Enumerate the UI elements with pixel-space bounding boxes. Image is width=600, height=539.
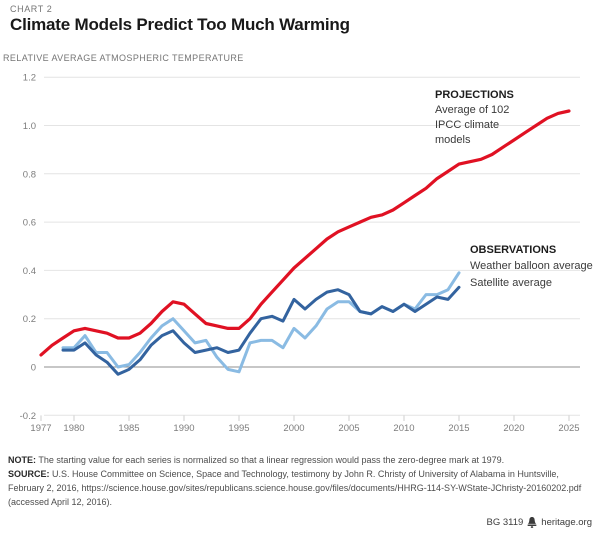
x-tick-label: 2010 [393,423,414,434]
y-tick-label: 0.6 [23,218,36,229]
projections-description: Average of 102 IPCC climate models [435,104,510,146]
source-line: SOURCE: U.S. House Committee on Science,… [8,467,592,509]
x-tick-label: 2015 [448,423,469,434]
x-tick-label: 1985 [118,423,139,434]
page-title: Climate Models Predict Too Much Warming [10,15,350,34]
y-tick-label: -0.2 [20,411,36,422]
x-tick-label: 2005 [338,423,359,434]
note-text: The starting value for each series is no… [38,455,505,465]
series-line-weather-balloon-average [61,271,461,374]
y-tick-label: 0.8 [23,169,36,180]
note-line: NOTE: The starting value for each series… [8,453,592,467]
credit-line: BG 3119 heritage.org [486,517,592,528]
report-id: BG 3119 [486,517,524,528]
legend-satellite-label: Satellite average [470,276,552,289]
chart-kicker: CHART 2 [10,4,53,14]
y-tick-label: 1.2 [23,73,36,84]
source-label: SOURCE: [8,469,50,479]
y-tick-label: 0 [31,363,36,374]
y-tick-label: 0.4 [23,266,36,277]
series-line-projections-average-of-102-ipcc-climate-models [39,109,571,357]
x-tick-label: 1977 [30,423,51,434]
note-label: NOTE: [8,455,36,465]
footnotes: NOTE: The starting value for each series… [8,453,592,509]
observations-annotation: OBSERVATIONS Weather balloon average Sat… [470,243,595,291]
x-tick-label: 2000 [283,423,304,434]
projections-label: PROJECTIONS [435,89,514,101]
source-text: U.S. House Committee on Science, Space a… [8,469,582,507]
chart-subtitle: RELATIVE AVERAGE ATMOSPHERIC TEMPERATURE [3,53,244,63]
site-name: heritage.org [541,517,592,528]
x-tick-label: 1990 [173,423,194,434]
x-tick-label: 1995 [228,423,249,434]
legend-weather-balloon-label: Weather balloon average [470,260,593,272]
x-tick-label: 2025 [558,423,579,434]
heritage-bell-icon [527,517,537,528]
projections-annotation: PROJECTIONS Average of 102 IPCC climate … [435,88,535,148]
observations-label: OBSERVATIONS [470,244,557,256]
series-line-satellite-average [61,285,461,376]
y-tick-label: 1.0 [23,121,36,132]
y-tick-label: 0.2 [23,314,36,325]
x-tick-label: 1980 [63,423,84,434]
x-tick-label: 2020 [503,423,524,434]
